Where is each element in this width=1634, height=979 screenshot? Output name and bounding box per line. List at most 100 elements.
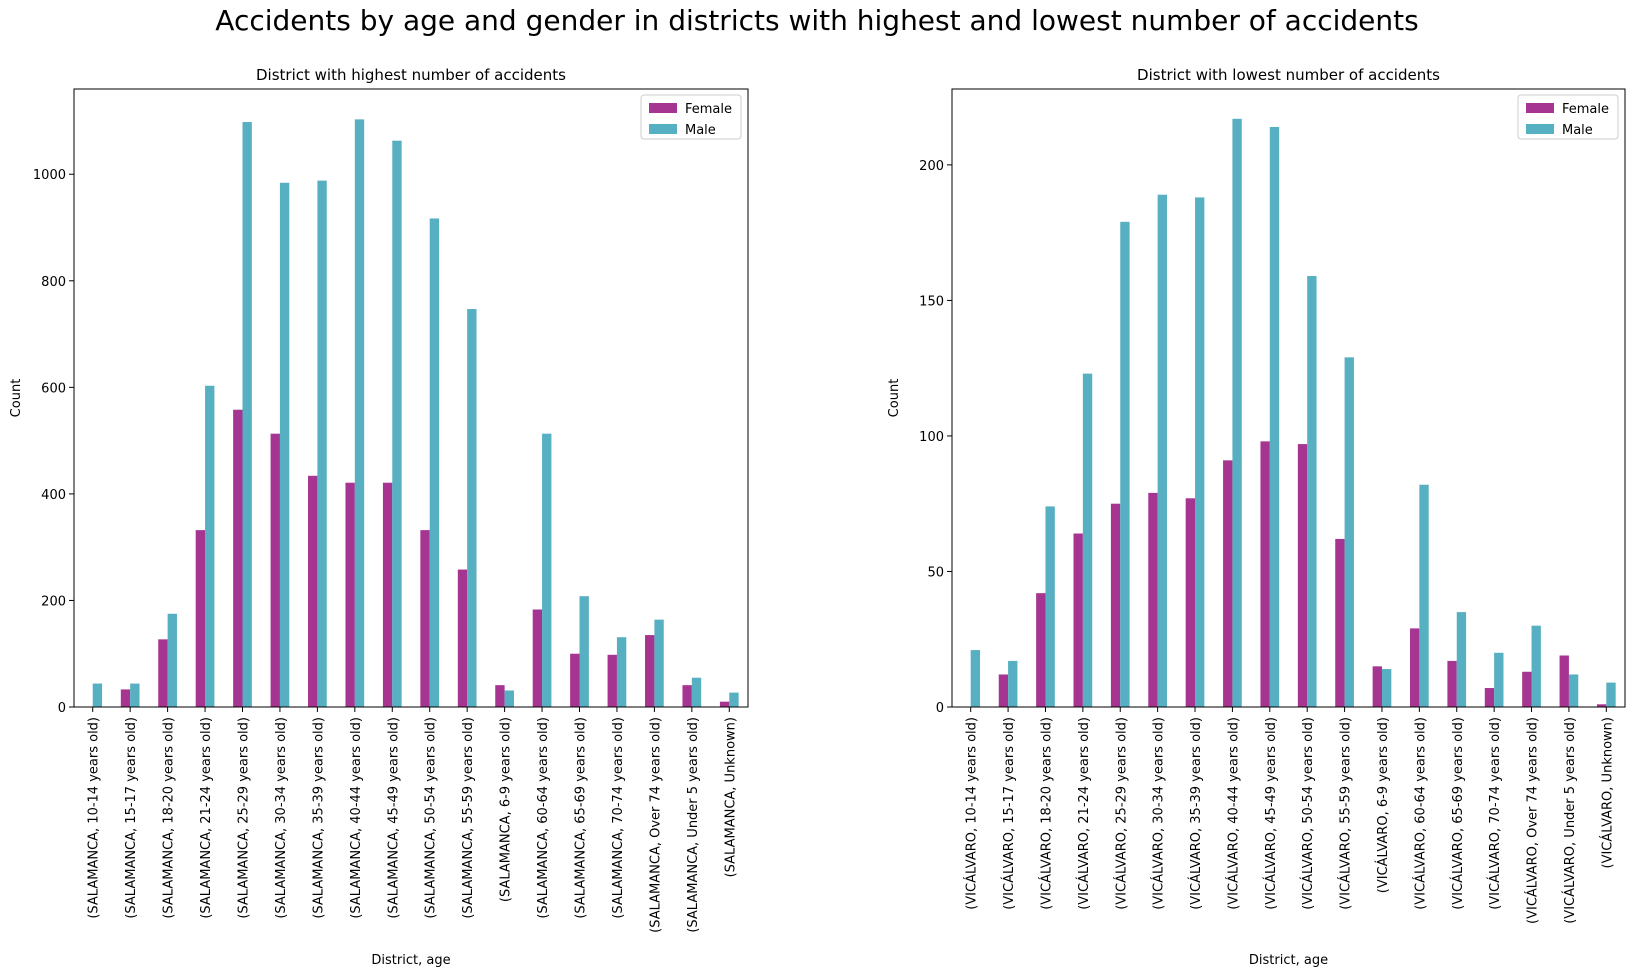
bar-male bbox=[1195, 197, 1205, 708]
bar-female bbox=[420, 530, 430, 707]
bar-female bbox=[1223, 460, 1233, 707]
legend-swatch-male bbox=[1526, 124, 1554, 134]
x-tick-label: (VICÁLVARO, 40-44 years old) bbox=[1225, 717, 1241, 910]
bar-male bbox=[729, 692, 739, 707]
legend: Female Male bbox=[640, 94, 742, 140]
y-axis-label: Count bbox=[9, 379, 24, 418]
x-tick-label: (VICÁLVARO, 45-49 years old) bbox=[1263, 717, 1279, 910]
bar-male bbox=[130, 683, 140, 707]
bar-female bbox=[270, 433, 280, 707]
x-tick-label: (SALAMANCA, 21-24 years old) bbox=[199, 717, 214, 919]
bar-male bbox=[354, 119, 365, 708]
y-tick-label: 600 bbox=[41, 381, 66, 396]
x-tick-label: (SALAMANCA, 18-20 years old) bbox=[162, 717, 177, 919]
legend-swatch-female bbox=[1526, 103, 1554, 113]
bar-male bbox=[1232, 118, 1242, 707]
bar-male bbox=[579, 596, 589, 707]
chart-panel-2: 0 50 100 150 200 (VICÁLVARO, 10-14 years old)… bbox=[887, 66, 1626, 968]
y-tick-label: 200 bbox=[919, 159, 944, 174]
bar-female bbox=[495, 685, 505, 707]
x-tick-label: (SALAMANCA, 60-64 years old) bbox=[536, 717, 551, 919]
bar-female bbox=[1335, 538, 1345, 707]
x-tick-label: (SALAMANCA, 50-54 years old) bbox=[424, 717, 439, 919]
x-axis-label: District, age bbox=[371, 953, 450, 968]
y-tick-label: 100 bbox=[919, 430, 944, 445]
chart-panel-1: 0 200 400 600 800 1000 (SALAMANCA, 10-14 years… bbox=[9, 66, 749, 968]
bar-female bbox=[645, 635, 655, 707]
bar-female bbox=[1073, 533, 1083, 707]
y-tick-label: 0 bbox=[936, 701, 944, 716]
bar-male bbox=[1568, 674, 1579, 707]
bar-male bbox=[1307, 276, 1317, 707]
x-tick-label: (VICÁLVARO, 35-39 years old) bbox=[1188, 717, 1204, 910]
bar-male bbox=[167, 613, 177, 707]
bar-female bbox=[719, 701, 730, 707]
x-axis-label: District, age bbox=[1249, 953, 1328, 968]
bar-male bbox=[429, 218, 440, 707]
bar-female bbox=[1297, 444, 1308, 707]
x-tick-label: (SALAMANCA, 30-34 years old) bbox=[274, 717, 289, 919]
bar-female bbox=[345, 482, 355, 707]
x-tick-label: (SALAMANCA, 10-14 years old) bbox=[87, 717, 102, 919]
y-tick-label: 50 bbox=[927, 565, 944, 580]
bar-male bbox=[654, 619, 664, 707]
x-tick-label: (SALAMANCA, 35-39 years old) bbox=[311, 717, 326, 919]
bar-female bbox=[382, 482, 393, 707]
x-tick-label: (SALAMANCA, 55-59 years old) bbox=[461, 717, 476, 919]
bar-male bbox=[1120, 221, 1130, 707]
bar-male bbox=[1531, 625, 1541, 707]
bar-male bbox=[1494, 652, 1504, 707]
x-tick-label: (VICÁLVARO, 10-14 years old) bbox=[964, 717, 980, 910]
legend-label: Female bbox=[685, 102, 732, 117]
plot-frame bbox=[951, 88, 1626, 708]
y-tick-label: 0 bbox=[58, 701, 66, 716]
y-axis-label: Count bbox=[887, 379, 902, 418]
x-tick-label: (SALAMANCA, 40-44 years old) bbox=[349, 717, 364, 919]
bar-male bbox=[1157, 194, 1167, 707]
bar-male bbox=[467, 309, 477, 707]
x-tick-label: (VICÁLVARO, 50-54 years old) bbox=[1300, 717, 1316, 910]
legend-swatch-female bbox=[649, 103, 677, 113]
x-tick-label: (SALAMANCA, Under 5 years old) bbox=[686, 717, 701, 933]
x-tick-label: (SALAMANCA, 70-74 years old) bbox=[611, 717, 626, 919]
bar-male bbox=[1344, 357, 1354, 707]
bar-female bbox=[457, 569, 468, 707]
legend: Female Male bbox=[1517, 94, 1619, 140]
bar-male bbox=[616, 637, 627, 707]
legend-swatch-male bbox=[649, 124, 677, 134]
bar-female bbox=[1522, 671, 1532, 707]
bar-male bbox=[691, 677, 702, 707]
bar-female bbox=[1372, 666, 1382, 707]
x-tick-label: (VICÁLVARO, 25-29 years old) bbox=[1113, 717, 1129, 910]
bar-female bbox=[195, 530, 206, 707]
bar-female bbox=[682, 685, 692, 707]
bar-female bbox=[1447, 660, 1457, 707]
bar-male bbox=[1419, 484, 1429, 707]
x-tick-label: (SALAMANCA, 25-29 years old) bbox=[237, 717, 252, 919]
bar-female bbox=[1110, 503, 1121, 707]
figure-title: Accidents by age and gender in districts… bbox=[215, 4, 1419, 37]
x-tick-label: (SALAMANCA, Over 74 years old) bbox=[648, 717, 663, 933]
bar-male bbox=[92, 683, 103, 707]
chart-title: District with lowest number of accidents bbox=[1137, 66, 1440, 84]
y-tick-label: 400 bbox=[41, 488, 66, 503]
x-tick-label: (VICÁLVARO, 55-59 years old) bbox=[1338, 717, 1354, 910]
bar-male bbox=[1381, 669, 1392, 707]
x-tick-label: (VICÁLVARO, 15-17 years old) bbox=[1001, 717, 1017, 910]
x-tick-label: (VICÁLVARO, Unknown) bbox=[1599, 717, 1615, 869]
bar-female bbox=[532, 609, 543, 707]
x-tick-label: (SALAMANCA, 65-69 years old) bbox=[574, 717, 589, 919]
bar-female bbox=[1596, 704, 1607, 707]
plot-frame bbox=[73, 88, 749, 708]
y-tick-label: 1000 bbox=[33, 168, 66, 183]
legend-label: Male bbox=[1562, 123, 1593, 138]
x-tick-label: (VICÁLVARO, 70-74 years old) bbox=[1487, 717, 1503, 910]
legend-label: Female bbox=[1562, 102, 1609, 117]
bar-male bbox=[279, 182, 290, 707]
y-tick-label: 800 bbox=[41, 275, 66, 290]
x-tick-label: (VICÁLVARO, 18-20 years old) bbox=[1038, 717, 1054, 910]
x-tick-label: (VICÁLVARO, 21-24 years old) bbox=[1076, 717, 1092, 910]
legend-label: Male bbox=[685, 123, 716, 138]
